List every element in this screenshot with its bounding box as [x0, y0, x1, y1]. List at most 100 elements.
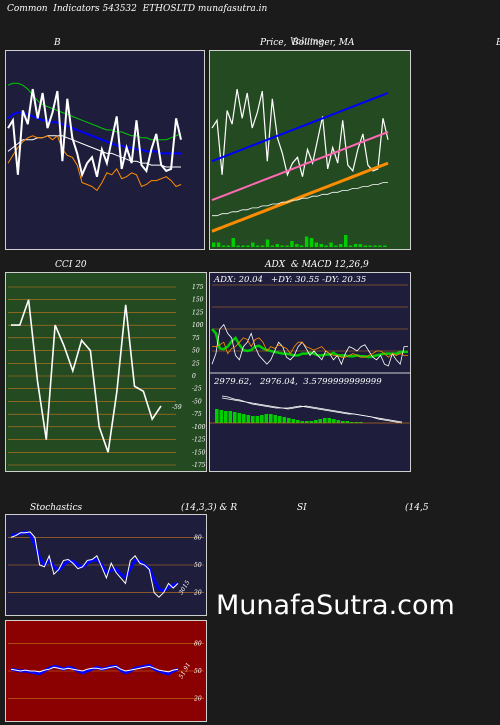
- cci-tick-label: -150: [192, 449, 206, 456]
- macd-histogram-bar: [323, 418, 327, 423]
- macd-histogram-bar: [260, 415, 264, 423]
- volume-bar: [363, 245, 367, 247]
- macd-histogram-bar: [269, 414, 273, 423]
- volume-bar: [241, 245, 245, 247]
- volume-bar: [383, 245, 387, 247]
- price-chart: [211, 88, 389, 247]
- cci-tick-label: -100: [192, 424, 206, 431]
- volume-bar: [348, 245, 353, 247]
- adx-line: [211, 328, 408, 359]
- stochastics-panel: 80 50 20 3015: [5, 514, 207, 616]
- cci-tick-label: -75: [192, 411, 202, 418]
- volume-bar: [280, 245, 284, 247]
- macd-histogram-bar: [287, 418, 291, 423]
- volume-bar: [251, 242, 255, 247]
- volume-bar: [339, 244, 343, 247]
- rsi-tick-label: 50: [194, 668, 202, 675]
- macd-values: 2979.62, 2976.04, 3.5799999999999: [214, 377, 382, 387]
- volume-bar: [236, 245, 240, 247]
- stochastics-title: Stochastics: [30, 503, 83, 513]
- plus-dy-line: [211, 323, 408, 367]
- macd-histogram-bar: [314, 420, 318, 423]
- volume-bar: [300, 245, 304, 247]
- volume-bar: [334, 245, 338, 247]
- cci-tick-label: 75: [192, 335, 200, 342]
- volume-bar: [212, 242, 216, 247]
- stoch-tick-label: 80: [194, 534, 202, 541]
- macd-histogram-bar: [233, 412, 237, 423]
- cci-title: CCI 20: [55, 260, 87, 270]
- bollinger-panel: [5, 50, 205, 250]
- stoch-k-line: [10, 531, 179, 598]
- macd-histogram-bar: [224, 411, 228, 423]
- watermark-text: MunafaSutra.com: [216, 590, 455, 621]
- price-title: Price, Bollinger, MA: [260, 38, 355, 48]
- middle-band-line: [7, 111, 181, 155]
- page-title: Common Indicators 543532 ETHOSLTD munafa…: [7, 4, 268, 14]
- macd-histogram-bar: [300, 421, 305, 423]
- rsi-panel: 80 50 20 51.91: [5, 620, 207, 722]
- volume-bar: [285, 245, 289, 247]
- volume-title: Volume: [290, 37, 324, 47]
- stoch-tick-label: 50: [194, 562, 202, 569]
- right-edge-title: B: [496, 38, 500, 48]
- macd-histogram-bar: [264, 414, 269, 423]
- trend-line: [212, 182, 388, 217]
- macd-histogram-bar: [296, 420, 300, 423]
- volume-bar: [344, 235, 348, 247]
- ma-line: [211, 130, 389, 202]
- macd-histogram-bar: [350, 422, 354, 423]
- bollinger-title: B: [54, 38, 61, 48]
- rsi-tick-label: 20: [193, 696, 202, 703]
- macd-histogram-bar: [215, 409, 219, 423]
- macd-histogram-bar: [228, 411, 233, 423]
- macd-histogram-bar: [278, 416, 282, 423]
- rsi-title: SI: [297, 503, 307, 513]
- stoch-d-line: [10, 530, 179, 593]
- cci-last-value: -59: [172, 404, 182, 411]
- cci-tick-label: 100: [192, 322, 204, 329]
- rsi-smooth-line: [10, 663, 179, 676]
- macd-histogram-bar: [273, 415, 278, 423]
- macd-histogram-bar: [327, 418, 332, 423]
- cci-tick-label: 150: [192, 297, 204, 304]
- macd-histogram-bar: [255, 416, 260, 423]
- volume-bar: [304, 236, 309, 247]
- macd-histogram-bar: [246, 415, 251, 423]
- price-line: [7, 88, 182, 179]
- stoch-last-value: 3015: [178, 579, 192, 596]
- macd-histogram-bar: [237, 413, 242, 423]
- macd-histogram-bar: [336, 420, 341, 423]
- macd-histogram-bar: [282, 417, 287, 423]
- cci-tick-label: 25: [191, 360, 200, 367]
- volume-bar: [260, 245, 265, 247]
- stochastics-params: (14,3,3) & R: [181, 503, 238, 513]
- adx-macd-chart: [210, 284, 410, 424]
- signal-line: [221, 395, 403, 424]
- volume-bar: [309, 238, 314, 247]
- volume-bar: [265, 239, 270, 247]
- volume-bar: [270, 245, 275, 247]
- cci-chart: 175 150 125 100 75 50 25 0 -25 -50 -75 -100 -125 -150…: [8, 284, 206, 469]
- macd-histogram-bar: [359, 422, 363, 423]
- cci-tick-label: 125: [192, 309, 204, 316]
- bollinger-chart: [7, 82, 182, 192]
- cci-tick-label: 0: [192, 373, 196, 380]
- volume-bar: [295, 244, 299, 247]
- macd-histogram-bar: [309, 421, 314, 423]
- ma-line: [7, 135, 181, 168]
- rsi-tick-label: 80: [194, 640, 202, 647]
- cci-tick-label: -125: [192, 437, 206, 444]
- volume-bar: [216, 242, 221, 247]
- volume-bar: [256, 245, 260, 247]
- lower-band-line: [211, 161, 389, 233]
- cci-line: [11, 299, 162, 453]
- macd-histogram-bar: [354, 422, 359, 423]
- cci-tick-label: -175: [192, 462, 206, 469]
- volume-bar: [324, 245, 328, 247]
- macd-histogram-bar: [318, 419, 323, 423]
- price-panel: [209, 50, 411, 250]
- macd-histogram-bar: [291, 419, 296, 423]
- adx-values: ADX: 20.04 +DY: 30.55 -DY: 20.35: [214, 275, 367, 285]
